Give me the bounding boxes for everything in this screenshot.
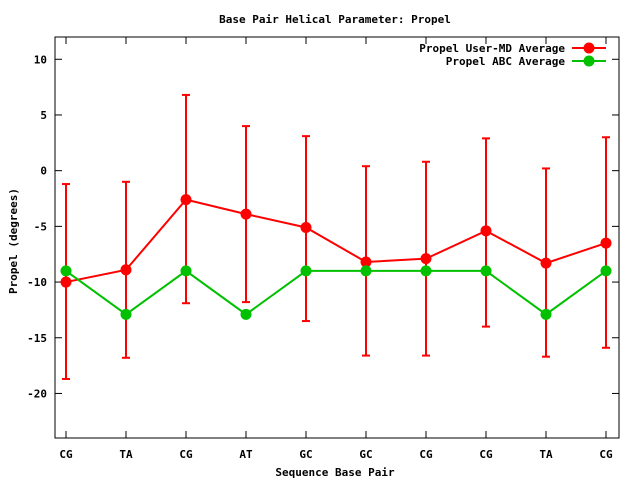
- plot-frame: [54, 36, 620, 439]
- series-line: [65, 198, 607, 284]
- y-tick-label: -10: [27, 276, 47, 289]
- data-point: [60, 276, 72, 288]
- y-axis-label: Propel (degrees): [7, 188, 20, 294]
- data-point: [180, 265, 192, 277]
- data-point: [360, 265, 372, 277]
- data-point: [540, 308, 552, 320]
- data-point: [240, 308, 252, 320]
- x-tick-label: TA: [539, 448, 553, 461]
- y-tick-label: 5: [40, 109, 47, 122]
- marks-layer: 10 5 0 -5 -10 -15 -20 CG TA CG AT GC GC CG CG TA CG: [27, 37, 619, 461]
- data-point: [420, 253, 432, 265]
- x-tick-label: CG: [59, 448, 73, 461]
- data-point: [540, 257, 552, 269]
- y-tick-label: -20: [27, 387, 47, 400]
- y-tick-label: 0: [40, 165, 47, 178]
- x-tick-label: GC: [359, 448, 372, 461]
- data-point: [240, 208, 252, 220]
- data-point: [360, 256, 372, 268]
- data-point: [180, 194, 192, 206]
- x-tick-label: CG: [599, 448, 613, 461]
- legend-marker: [583, 42, 595, 54]
- data-point: [300, 265, 312, 277]
- legend-label: Propel User-MD Average: [419, 42, 565, 55]
- legend-marker: [583, 55, 595, 67]
- x-tick-label: GC: [299, 448, 312, 461]
- y-tick-label: -5: [34, 220, 47, 233]
- data-point: [420, 265, 432, 277]
- data-point: [480, 265, 492, 277]
- y-tick-label: -15: [27, 332, 47, 345]
- y-tick-label: 10: [34, 53, 47, 66]
- data-point: [600, 237, 612, 249]
- data-point: [600, 265, 612, 277]
- data-point: [480, 225, 492, 237]
- x-tick-label: CG: [479, 448, 493, 461]
- data-point: [60, 265, 72, 277]
- x-tick-label: TA: [119, 448, 133, 461]
- x-tick-label: CG: [419, 448, 433, 461]
- x-axis-label: Sequence Base Pair: [275, 466, 395, 479]
- data-point: [120, 308, 132, 320]
- x-tick-label: CG: [179, 448, 193, 461]
- data-point: [300, 221, 312, 233]
- legend-label: Propel ABC Average: [446, 55, 566, 68]
- series-line: [65, 269, 607, 316]
- x-tick-label: AT: [239, 448, 253, 461]
- chart-title: Base Pair Helical Parameter: Propel: [219, 13, 451, 26]
- data-point: [120, 264, 132, 276]
